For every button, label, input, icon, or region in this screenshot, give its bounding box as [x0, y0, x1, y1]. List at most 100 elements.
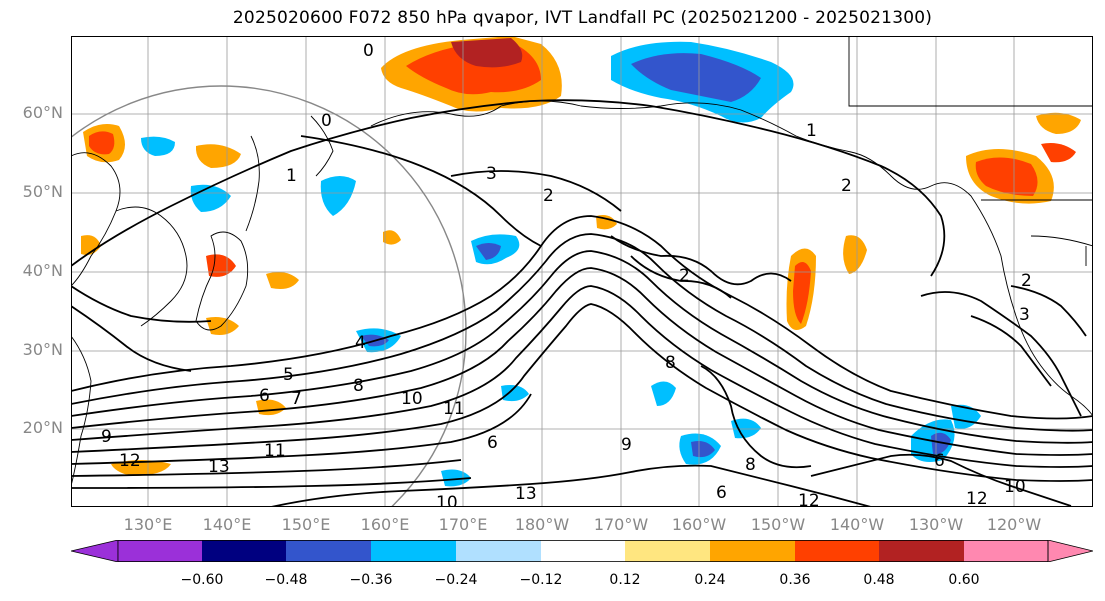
contour-label-8a: 8: [353, 376, 364, 396]
lon-label-120w: 120°W: [986, 515, 1042, 534]
shade-trop-neg8: [501, 385, 529, 402]
shade-trop-neg3: [691, 441, 715, 458]
contour-label-6c: 6: [716, 483, 727, 503]
region-circle: [71, 85, 467, 507]
contour-label-0a: 0: [363, 41, 374, 61]
contour-label-1a: 1: [286, 166, 297, 186]
lon-label-130e: 130°E: [123, 515, 173, 534]
lon-label-160e: 160°E: [360, 515, 410, 534]
colorbar-extend-high: [1047, 539, 1094, 563]
colorbar-seg-6: [541, 540, 625, 562]
contour-lines: [71, 99, 1093, 507]
contour-label-9b: 9: [621, 435, 632, 455]
contour-label-group: 0 0 1 1 2 2 2 3 4 5 6 6 6 7 8 8 8 9 9 10…: [101, 41, 1032, 507]
coastlines: [71, 36, 1093, 487]
contour-label-6b: 6: [487, 433, 498, 453]
lat-label-20n: 20°N: [22, 418, 63, 437]
contour-label-7: 7: [291, 389, 302, 409]
colorbar-seg-8: [710, 540, 795, 562]
shade-nwamer-pos3: [1036, 112, 1081, 134]
lon-label-150e: 150°E: [281, 515, 331, 534]
colorbar-seg-9: [795, 540, 879, 562]
contour-label-10c: 10: [1004, 477, 1026, 497]
contour-label-12c: 12: [966, 489, 988, 507]
colorbar-seg-11: [964, 540, 1048, 562]
shade-japan-pos: [195, 144, 241, 168]
colorbar: [70, 539, 1094, 563]
colorbar-tick-label: 0.36: [779, 572, 811, 588]
shade-nwamer-pos4: [1041, 143, 1076, 163]
lon-label-150w: 150°W: [750, 515, 806, 534]
contour-label-0b: 0: [321, 111, 332, 131]
shade-dateline-neg2: [476, 243, 501, 260]
map-panel: 0 0 1 1 2 2 2 3 4 5 6 6 6 7 8 8 8 9 9 10…: [71, 36, 1093, 507]
shade-trop-pos1: [111, 460, 171, 476]
lon-label-170w: 170°W: [593, 515, 649, 534]
shade-trop-neg4: [731, 418, 761, 439]
lon-label-170e: 170°E: [438, 515, 488, 534]
colorbar-tick-label: −0.36: [349, 572, 393, 588]
contour-label-2a: 2: [543, 186, 554, 206]
lat-label-50n: 50°N: [22, 182, 63, 201]
contour-label-5: 5: [283, 365, 294, 385]
contour-label-3b: 3: [1019, 305, 1030, 325]
shade-ne-pos3: [266, 272, 299, 289]
colorbar-tick-label: 0.12: [609, 572, 641, 588]
lat-label-30n: 30°N: [22, 340, 63, 359]
colorbar-seg-2: [202, 540, 286, 562]
contour-label-3a: 3: [486, 164, 497, 184]
colorbar-tick-label: −0.24: [434, 572, 478, 588]
shade-nwamer-pos2: [975, 157, 1038, 196]
colorbar-tick-label: −0.60: [180, 572, 224, 588]
shade-ne-pos2: [206, 317, 239, 335]
shade-trop-neg1: [651, 381, 676, 406]
lon-label-140e: 140°E: [202, 515, 252, 534]
contour-label-4: 4: [355, 333, 366, 353]
colorbar-seg-4: [371, 540, 456, 562]
shade-ne-pos: [81, 235, 101, 255]
shade-ep-pos3: [843, 235, 867, 274]
contour-label-11b: 11: [264, 441, 286, 461]
colorbar-tick-label: 0.48: [863, 572, 895, 588]
contour-label-2b: 2: [841, 176, 852, 196]
contour-label-2c: 2: [679, 266, 690, 286]
lon-label-160w: 160°W: [671, 515, 727, 534]
contour-label-10b: 10: [436, 493, 458, 507]
shade-kamchatka-pos2: [89, 131, 115, 155]
contour-label-12b: 12: [798, 491, 820, 507]
shade-japan-pos2: [206, 254, 236, 277]
contour-label-9a: 9: [101, 427, 112, 447]
lon-label-140w: 140°W: [829, 515, 885, 534]
lon-label-180w: 180°W: [514, 515, 570, 534]
colorbar-extend-low: [70, 539, 119, 563]
contour-label-13a: 13: [208, 457, 230, 477]
contour-label-2d: 2: [1021, 271, 1032, 291]
shade-cen-pos2: [596, 215, 617, 230]
colorbar-seg-5: [456, 540, 541, 562]
contour-label-1b: 1: [806, 121, 817, 141]
shade-bering-pos3: [451, 38, 523, 68]
shade-cen-pos: [383, 230, 401, 245]
lat-label-60n: 60°N: [22, 103, 63, 122]
colorbar-tick-label: 0.60: [948, 572, 980, 588]
contour-label-12a: 12: [119, 451, 141, 471]
contour-label-13b: 13: [515, 484, 537, 504]
colorbar-tick-label: −0.12: [519, 572, 563, 588]
colorbar-seg-10: [879, 540, 964, 562]
contour-label-11a: 11: [443, 399, 465, 419]
contour-label-8c: 8: [745, 455, 756, 475]
shading-layer: [81, 36, 1081, 487]
contour-label-6a: 6: [259, 386, 270, 406]
contour-label-10a: 10: [401, 389, 423, 409]
map-title: 2025020600 F072 850 hPa qvapor, IVT Land…: [232, 8, 933, 28]
colorbar-svg: [70, 539, 1094, 563]
lon-label-130w: 130°W: [908, 515, 964, 534]
map-svg: 0 0 1 1 2 2 2 3 4 5 6 6 6 7 8 8 8 9 9 10…: [71, 36, 1093, 507]
shade-japan-neg: [141, 136, 175, 156]
shade-ep-pos2: [793, 262, 811, 324]
shade-alaska-neg2: [631, 53, 761, 102]
colorbar-tick-label: −0.48: [264, 572, 308, 588]
colorbar-seg-1: [118, 540, 202, 562]
lat-label-40n: 40°N: [22, 261, 63, 280]
colorbar-seg-3: [286, 540, 371, 562]
